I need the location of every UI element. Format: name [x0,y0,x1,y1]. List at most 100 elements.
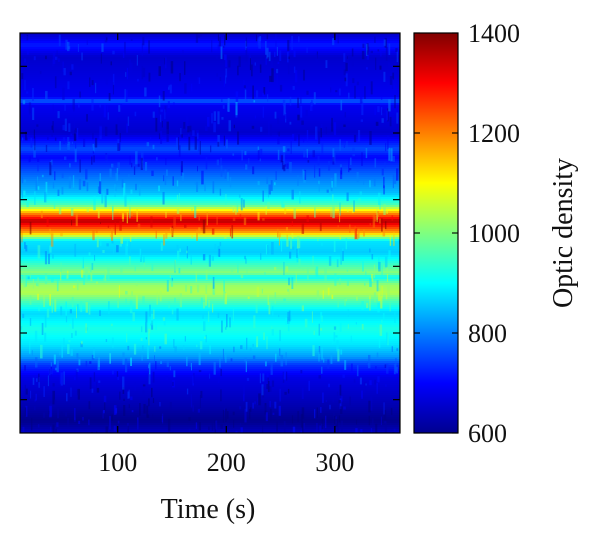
heatmap-noise [45,55,47,60]
heatmap-noise [52,424,55,433]
heatmap-row [20,65,400,68]
heatmap-noise [340,349,343,355]
heatmap-noise [240,345,243,350]
heatmap-noise [173,215,176,228]
heatmap-noise [113,425,116,432]
colorbar-tick-label: 1200 [468,119,520,148]
heatmap-noise [258,36,261,49]
heatmap-row [20,215,400,218]
heatmap-row [20,95,400,98]
heatmap-noise [232,308,234,322]
heatmap-noise [58,207,62,215]
heatmap-noise [267,295,269,305]
heatmap-noise [359,93,363,104]
heatmap-noise [366,43,369,55]
heatmap-noise [371,273,374,282]
heatmap-noise [324,268,327,282]
heatmap-noise [63,371,65,385]
heatmap-noise [388,147,390,161]
heatmap-noise [267,381,270,393]
heatmap-noise [97,207,100,219]
heatmap-noise [69,71,72,76]
heatmap-noise [265,361,267,367]
heatmap-noise [299,191,301,204]
heatmap-noise [75,132,78,140]
heatmap-noise [232,206,235,213]
heatmap-noise [265,57,268,65]
heatmap-noise [383,185,385,195]
heatmap-noise [75,370,78,381]
heatmap-noise [384,421,387,433]
heatmap-noise [36,283,38,286]
heatmap-noise [43,294,45,308]
heatmap-noise [203,321,206,331]
heatmap-noise [219,242,222,247]
heatmap-row [20,331,400,334]
heatmap-row [20,397,400,400]
heatmap-noise [155,230,157,239]
heatmap-noise [187,126,190,133]
heatmap-noise [66,393,68,402]
heatmap-noise [376,323,379,334]
heatmap-noise [253,100,256,103]
heatmap-noise [109,168,112,178]
heatmap-noise [124,41,126,55]
heatmap-noise [395,358,397,372]
heatmap-noise [310,102,313,111]
heatmap-row [20,119,400,122]
heatmap-noise [335,419,338,427]
heatmap-noise [158,66,161,76]
heatmap-row [20,73,400,76]
heatmap-row [20,429,400,432]
heatmap-noise [394,95,396,109]
heatmap-noise [348,159,350,173]
heatmap-noise [134,266,136,272]
heatmap-noise [54,299,57,312]
heatmap-noise [164,105,167,113]
heatmap-noise [343,69,347,76]
heatmap-noise [362,43,365,48]
heatmap-noise [374,36,376,43]
heatmap-noise [119,244,122,247]
heatmap-noise [383,39,386,46]
heatmap-noise [67,344,70,354]
heatmap-noise [265,244,268,255]
heatmap-noise [100,222,101,224]
heatmap-noise [116,245,119,253]
heatmap-row [20,393,400,396]
heatmap-noise [349,224,351,233]
heatmap-noise [156,291,158,305]
heatmap-noise [123,183,126,197]
heatmap-noise [244,357,247,362]
heatmap-noise [205,156,208,170]
heatmap-noise [184,61,186,75]
heatmap-noise [183,345,185,350]
heatmap-noise [301,120,304,125]
heatmap-noise [378,291,381,302]
heatmap-noise [396,112,399,124]
heatmap-noise [334,173,337,188]
heatmap-noise [374,379,376,385]
heatmap-row [20,129,400,132]
heatmap-noise [166,121,169,134]
heatmap-noise [52,254,54,259]
heatmap-noise [88,419,90,426]
heatmap-noise [130,357,132,366]
heatmap-noise [145,162,148,171]
heatmap-noise [302,421,304,433]
heatmap-noise [49,294,51,306]
heatmap-noise [233,419,235,428]
heatmap-row [20,53,400,56]
heatmap-noise [336,259,339,268]
heatmap-noise [356,365,359,377]
heatmap-noise [178,193,180,201]
heatmap-noise [379,218,381,224]
heatmap-noise [155,117,158,132]
heatmap-noise [109,353,111,364]
heatmap-noise [71,333,73,338]
heatmap-noise [287,148,290,152]
heatmap-noise [209,345,211,355]
heatmap-noise [294,133,297,141]
heatmap-noise [226,314,228,328]
heatmap-row [20,81,400,84]
